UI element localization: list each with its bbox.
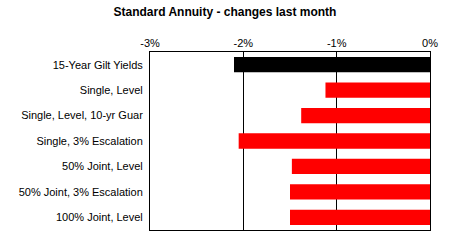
svg-text:0%: 0% [422, 37, 438, 49]
svg-text:Single, 3% Escalation: Single, 3% Escalation [36, 135, 142, 147]
svg-text:-1%: -1% [327, 37, 347, 49]
svg-text:50% Joint, 3% Escalation: 50% Joint, 3% Escalation [19, 186, 143, 198]
svg-text:50% Joint, Level: 50% Joint, Level [62, 160, 143, 172]
svg-text:-2%: -2% [234, 37, 254, 49]
svg-text:Single, Level: Single, Level [80, 84, 143, 96]
svg-text:Single, Level, 10-yr Guar: Single, Level, 10-yr Guar [21, 109, 143, 121]
svg-text:-3%: -3% [140, 37, 160, 49]
svg-text:Standard Annuity - changes las: Standard Annuity - changes last month [114, 5, 337, 19]
svg-text:15-Year Gilt Yields: 15-Year Gilt Yields [53, 59, 144, 71]
svg-text:100% Joint, Level: 100% Joint, Level [56, 211, 143, 223]
